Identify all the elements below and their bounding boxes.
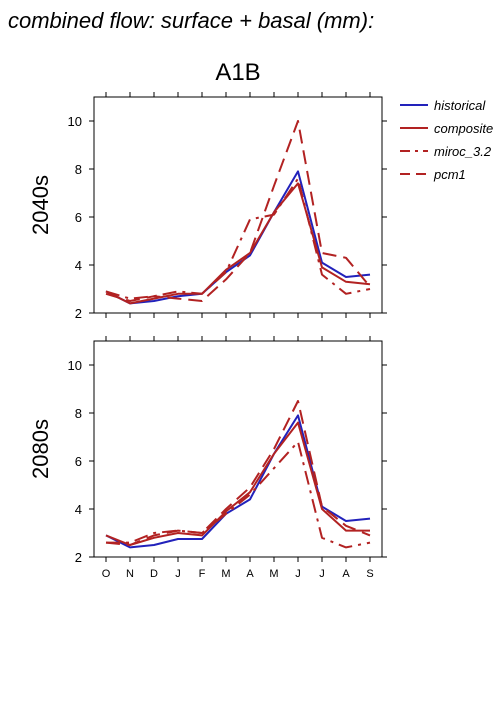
x-tick-label: J	[295, 568, 301, 580]
y-tick-label: 4	[75, 258, 82, 273]
panel-frame	[93, 96, 383, 314]
plot-area: 2 4 6 8 10 2040s O N D J F M A M J J A S 2 4 6 8 10 2080s	[28, 92, 387, 580]
series-line-miroc-3-2	[106, 440, 371, 549]
panel-2080s: O N D J F M A M J J A S 2 4 6 8 10 2080s	[28, 336, 387, 580]
panel-2040s: 2 4 6 8 10 2040s	[28, 92, 387, 321]
x-tick-label: N	[126, 568, 134, 580]
y-tick-label: 2	[75, 306, 82, 321]
x-tick-label: A	[246, 568, 254, 580]
x-tick-label: M	[269, 568, 278, 580]
series-line-composite	[105, 182, 371, 305]
y-tick-label: 10	[68, 358, 82, 373]
legend-label: historical	[434, 98, 486, 113]
chart-title: A1B	[215, 59, 260, 86]
series-line-pcm1	[105, 400, 371, 546]
row-label-2040s: 2040s	[28, 175, 53, 235]
x-tick-label: S	[366, 568, 373, 580]
legend-label: composite	[434, 121, 493, 136]
panel-frame	[93, 340, 383, 558]
y-tick-label: 8	[75, 406, 82, 421]
series-line-historical	[105, 414, 371, 549]
legend-label: miroc_3.2	[434, 144, 492, 159]
row-label-2080s: 2080s	[28, 419, 53, 479]
y-tick-label: 8	[75, 162, 82, 177]
x-tick-label: O	[102, 568, 111, 580]
x-tick-label: D	[150, 568, 158, 580]
legend: historical composite miroc_3.2 pcm1	[400, 98, 493, 182]
series-line-miroc-3-2	[105, 177, 371, 300]
y-tick-label: 10	[68, 114, 82, 129]
series-line-composite	[105, 421, 370, 546]
page-title: combined flow: surface + basal (mm):	[8, 8, 374, 33]
y-tick-label: 4	[75, 502, 82, 517]
y-tick-label: 6	[75, 454, 82, 469]
x-tick-label: J	[319, 568, 325, 580]
y-tick-label: 2	[75, 550, 82, 565]
x-tick-label: J	[175, 568, 181, 580]
legend-label: pcm1	[433, 167, 466, 182]
series-line-pcm1	[105, 120, 371, 302]
x-tick-label: A	[342, 568, 350, 580]
x-tick-label: M	[221, 568, 230, 580]
series-line-historical	[105, 170, 371, 305]
x-tick-label: F	[199, 568, 206, 580]
y-tick-label: 6	[75, 210, 82, 225]
